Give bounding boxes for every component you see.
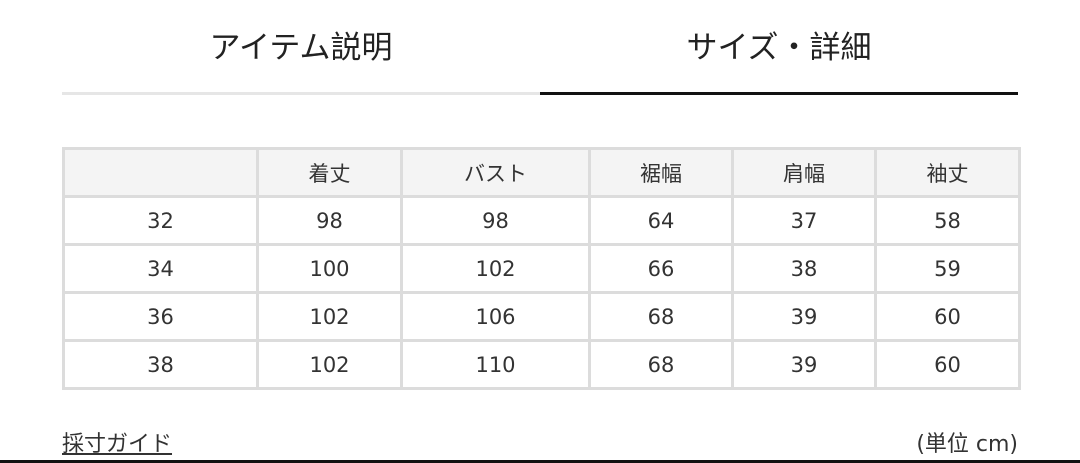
size-label-cell: 36 bbox=[62, 291, 259, 342]
tab-size-details[interactable]: サイズ・詳細 bbox=[540, 0, 1018, 95]
table-cell: 60 bbox=[874, 339, 1021, 390]
table-cell: 38 bbox=[731, 243, 877, 294]
table-cell: 58 bbox=[874, 195, 1021, 246]
table-row: 38 102 110 68 39 60 bbox=[62, 339, 1021, 390]
tab-item-description[interactable]: アイテム説明 bbox=[62, 0, 540, 95]
table-cell: 59 bbox=[874, 243, 1021, 294]
size-label-cell: 34 bbox=[62, 243, 259, 294]
divider bbox=[0, 460, 1080, 463]
table-row: 32 98 98 64 37 58 bbox=[62, 195, 1021, 246]
tab-label: アイテム説明 bbox=[209, 30, 393, 66]
column-header: 袖丈 bbox=[874, 147, 1021, 198]
table-cell: 37 bbox=[731, 195, 877, 246]
table-cell: 98 bbox=[256, 195, 403, 246]
table-cell: 106 bbox=[400, 291, 591, 342]
tab-bar: アイテム説明 サイズ・詳細 bbox=[62, 0, 1018, 95]
table-cell: 102 bbox=[256, 291, 403, 342]
measurement-guide-link[interactable]: 採寸ガイド bbox=[62, 432, 173, 457]
column-header: 着丈 bbox=[256, 147, 403, 198]
table-cell: 39 bbox=[731, 339, 877, 390]
table-cell: 98 bbox=[400, 195, 591, 246]
column-header: バスト bbox=[400, 147, 591, 198]
table-cell: 39 bbox=[731, 291, 877, 342]
size-table: 着丈 バスト 裾幅 肩幅 袖丈 32 98 98 64 37 58 34 100 102 66 38 59 36… bbox=[62, 147, 1021, 390]
table-cell: 60 bbox=[874, 291, 1021, 342]
column-header: 裾幅 bbox=[588, 147, 734, 198]
table-cell: 68 bbox=[588, 339, 734, 390]
unit-note: (単位 cm) bbox=[916, 432, 1018, 457]
table-header-row: 着丈 バスト 裾幅 肩幅 袖丈 bbox=[62, 147, 1021, 198]
column-header: 肩幅 bbox=[731, 147, 877, 198]
table-cell: 66 bbox=[588, 243, 734, 294]
table-cell: 102 bbox=[256, 339, 403, 390]
size-label-cell: 38 bbox=[62, 339, 259, 390]
table-cell: 64 bbox=[588, 195, 734, 246]
table-row: 36 102 106 68 39 60 bbox=[62, 291, 1021, 342]
table-cell: 100 bbox=[256, 243, 403, 294]
table-row: 34 100 102 66 38 59 bbox=[62, 243, 1021, 294]
table-cell: 68 bbox=[588, 291, 734, 342]
column-header bbox=[62, 147, 259, 198]
tab-label: サイズ・詳細 bbox=[686, 30, 872, 66]
table-cell: 110 bbox=[400, 339, 591, 390]
table-cell: 102 bbox=[400, 243, 591, 294]
size-label-cell: 32 bbox=[62, 195, 259, 246]
